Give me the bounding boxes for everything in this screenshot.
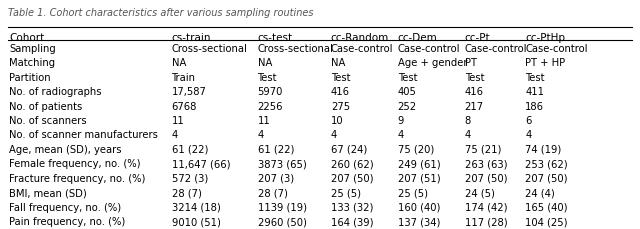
Text: 9010 (51): 9010 (51) — [172, 216, 220, 226]
Text: NA: NA — [331, 58, 345, 68]
Text: 572 (3): 572 (3) — [172, 173, 208, 183]
Text: PT: PT — [465, 58, 477, 68]
Text: 4: 4 — [525, 130, 531, 140]
Text: 74 (19): 74 (19) — [525, 144, 561, 154]
Text: No. of patients: No. of patients — [9, 101, 83, 111]
Text: 3873 (65): 3873 (65) — [257, 159, 307, 169]
Text: Fracture frequency, no. (%): Fracture frequency, no. (%) — [9, 173, 145, 183]
Text: cc-Pt: cc-Pt — [465, 32, 490, 42]
Text: No. of scanner manufacturers: No. of scanner manufacturers — [9, 130, 158, 140]
Text: Cross-sectional: Cross-sectional — [172, 44, 248, 53]
Text: 260 (62): 260 (62) — [331, 159, 374, 169]
Text: Case-control: Case-control — [397, 44, 460, 53]
Text: Female frequency, no. (%): Female frequency, no. (%) — [9, 159, 141, 169]
Text: 75 (20): 75 (20) — [397, 144, 434, 154]
Text: 4: 4 — [172, 130, 178, 140]
Text: 217: 217 — [465, 101, 484, 111]
Text: Test: Test — [525, 72, 545, 82]
Text: 253 (62): 253 (62) — [525, 159, 568, 169]
Text: 252: 252 — [397, 101, 417, 111]
Text: Cross-sectional: Cross-sectional — [257, 44, 333, 53]
Text: Train: Train — [172, 72, 196, 82]
Text: 11,647 (66): 11,647 (66) — [172, 159, 230, 169]
Text: 17,587: 17,587 — [172, 87, 207, 97]
Text: Age + gender: Age + gender — [397, 58, 467, 68]
Text: 416: 416 — [331, 87, 350, 97]
Text: BMI, mean (SD): BMI, mean (SD) — [9, 188, 87, 197]
Text: 249 (61): 249 (61) — [397, 159, 440, 169]
Text: 61 (22): 61 (22) — [257, 144, 294, 154]
Text: Case-control: Case-control — [331, 44, 394, 53]
Text: Pain frequency, no. (%): Pain frequency, no. (%) — [9, 216, 125, 226]
Text: 6768: 6768 — [172, 101, 197, 111]
Text: 165 (40): 165 (40) — [525, 202, 568, 212]
Text: 117 (28): 117 (28) — [465, 216, 508, 226]
Text: 137 (34): 137 (34) — [397, 216, 440, 226]
Text: PT + HP: PT + HP — [525, 58, 565, 68]
Text: Test: Test — [397, 72, 417, 82]
Text: 8: 8 — [465, 115, 471, 125]
Text: 207 (50): 207 (50) — [331, 173, 373, 183]
Text: Case-control: Case-control — [525, 44, 588, 53]
Text: 61 (22): 61 (22) — [172, 144, 208, 154]
Text: 4: 4 — [397, 130, 404, 140]
Text: cc-PtHp: cc-PtHp — [525, 32, 565, 42]
Text: 4: 4 — [331, 130, 337, 140]
Text: Sampling: Sampling — [9, 44, 56, 53]
Text: cs-test: cs-test — [257, 32, 292, 42]
Text: 133 (32): 133 (32) — [331, 202, 373, 212]
Text: 275: 275 — [331, 101, 350, 111]
Text: 25 (5): 25 (5) — [397, 188, 428, 197]
Text: 24 (4): 24 (4) — [525, 188, 555, 197]
Text: 11: 11 — [257, 115, 270, 125]
Text: 4: 4 — [257, 130, 264, 140]
Text: Age, mean (SD), years: Age, mean (SD), years — [9, 144, 122, 154]
Text: 24 (5): 24 (5) — [465, 188, 495, 197]
Text: 207 (50): 207 (50) — [525, 173, 568, 183]
Text: 160 (40): 160 (40) — [397, 202, 440, 212]
Text: NA: NA — [172, 58, 186, 68]
Text: Test: Test — [257, 72, 277, 82]
Text: 207 (50): 207 (50) — [465, 173, 507, 183]
Text: 207 (51): 207 (51) — [397, 173, 440, 183]
Text: Test: Test — [465, 72, 484, 82]
Text: 10: 10 — [331, 115, 344, 125]
Text: cs-train: cs-train — [172, 32, 211, 42]
Text: No. of scanners: No. of scanners — [9, 115, 86, 125]
Text: 25 (5): 25 (5) — [331, 188, 361, 197]
Text: 28 (7): 28 (7) — [257, 188, 287, 197]
Text: cc-Dem: cc-Dem — [397, 32, 438, 42]
Text: Partition: Partition — [9, 72, 51, 82]
Text: 4: 4 — [465, 130, 471, 140]
Text: 174 (42): 174 (42) — [465, 202, 507, 212]
Text: cc-Random: cc-Random — [331, 32, 389, 42]
Text: 75 (21): 75 (21) — [465, 144, 501, 154]
Text: Fall frequency, no. (%): Fall frequency, no. (%) — [9, 202, 121, 212]
Text: 207 (3): 207 (3) — [257, 173, 294, 183]
Text: Test: Test — [331, 72, 350, 82]
Text: 416: 416 — [465, 87, 484, 97]
Text: 9: 9 — [397, 115, 404, 125]
Text: 411: 411 — [525, 87, 544, 97]
Text: 2256: 2256 — [257, 101, 283, 111]
Text: 263 (63): 263 (63) — [465, 159, 507, 169]
Text: 3214 (18): 3214 (18) — [172, 202, 220, 212]
Text: 5970: 5970 — [257, 87, 283, 97]
Text: 164 (39): 164 (39) — [331, 216, 373, 226]
Text: 1139 (19): 1139 (19) — [257, 202, 307, 212]
Text: 186: 186 — [525, 101, 544, 111]
Text: Table 1. Cohort characteristics after various sampling routines: Table 1. Cohort characteristics after va… — [8, 8, 313, 18]
Text: Cohort: Cohort — [9, 32, 44, 42]
Text: 11: 11 — [172, 115, 184, 125]
Text: No. of radiographs: No. of radiographs — [9, 87, 102, 97]
Text: 28 (7): 28 (7) — [172, 188, 202, 197]
Text: 2960 (50): 2960 (50) — [257, 216, 307, 226]
Text: Matching: Matching — [9, 58, 55, 68]
Text: 104 (25): 104 (25) — [525, 216, 568, 226]
Text: 67 (24): 67 (24) — [331, 144, 367, 154]
Text: Case-control: Case-control — [465, 44, 527, 53]
Text: 405: 405 — [397, 87, 417, 97]
Text: NA: NA — [257, 58, 272, 68]
Text: 6: 6 — [525, 115, 532, 125]
